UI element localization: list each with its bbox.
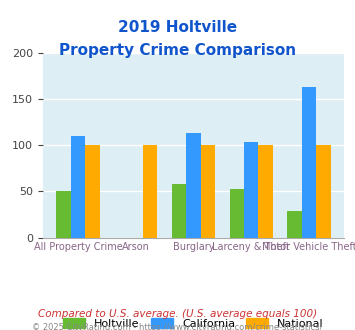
- Bar: [186, 133, 201, 238]
- Bar: [143, 145, 157, 238]
- Legend: Holtville, California, National: Holtville, California, National: [59, 314, 328, 330]
- Text: 2019 Holtville: 2019 Holtville: [118, 20, 237, 35]
- Bar: [71, 136, 85, 238]
- Bar: [287, 211, 302, 238]
- Bar: [230, 189, 244, 238]
- Bar: [201, 145, 215, 238]
- Text: Compared to U.S. average. (U.S. average equals 100): Compared to U.S. average. (U.S. average …: [38, 309, 317, 318]
- Text: Property Crime Comparison: Property Crime Comparison: [59, 43, 296, 58]
- Text: © 2025 CityRating.com - https://www.cityrating.com/crime-statistics/: © 2025 CityRating.com - https://www.city…: [32, 323, 323, 330]
- Bar: [316, 145, 331, 238]
- Bar: [258, 145, 273, 238]
- Bar: [244, 142, 258, 238]
- Bar: [85, 145, 100, 238]
- Bar: [172, 184, 186, 238]
- Bar: [56, 191, 71, 238]
- Bar: [302, 87, 316, 238]
